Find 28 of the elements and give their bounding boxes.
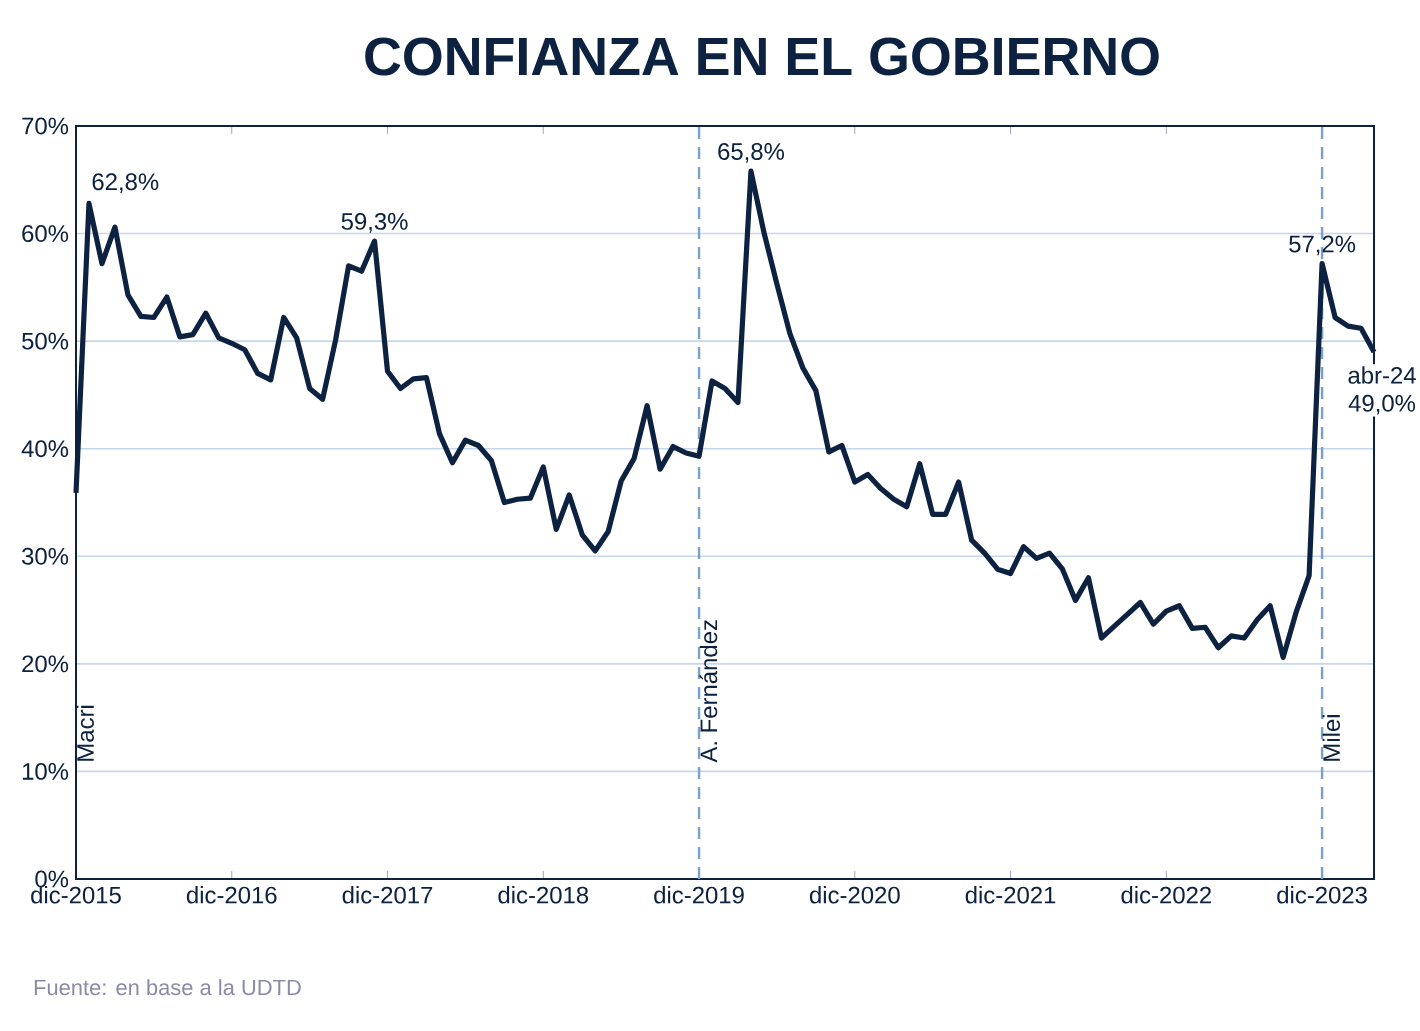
x-tick-label: dic-2019 <box>654 886 744 904</box>
x-tick-label: dic-2022 <box>1121 886 1211 904</box>
source-note: Fuente: en base a la UDTD <box>34 979 301 996</box>
y-tick-label: 30% <box>22 547 69 565</box>
y-tick-label: 40% <box>21 440 69 458</box>
annotation: abr-24 <box>1348 366 1416 384</box>
y-tick-label: 70% <box>22 117 69 135</box>
y-tick-label: 0% <box>35 870 69 888</box>
annotation: 65,8% <box>718 143 784 163</box>
x-tick-label: dic-2021 <box>965 886 1056 904</box>
annotation: 49,0% <box>1348 394 1416 415</box>
x-tick-label: dic-2015 <box>31 886 121 904</box>
annotation: 59,3% <box>341 212 408 233</box>
x-tick-label: dic-2017 <box>342 886 433 904</box>
x-tick-label: dic-2023 <box>1277 886 1367 904</box>
y-tick-label: 10% <box>22 762 69 780</box>
annotation: 57,2% <box>1289 235 1356 256</box>
ref-line-label: Milei <box>1322 715 1341 761</box>
annotation: 62,8% <box>92 173 159 194</box>
annotation: Macri <box>76 705 94 761</box>
x-tick-label: dic-2016 <box>186 886 277 904</box>
y-tick-label: 60% <box>22 225 69 243</box>
ref-line-label: A. Fernández <box>699 620 718 763</box>
x-tick-label: dic-2020 <box>809 886 900 904</box>
x-tick-label: dic-2018 <box>498 886 589 904</box>
y-tick-label: 20% <box>22 655 69 673</box>
y-tick-label: 50% <box>22 332 69 350</box>
chart-title: CONFIANZA EN EL GOBIERNO <box>365 37 1159 76</box>
